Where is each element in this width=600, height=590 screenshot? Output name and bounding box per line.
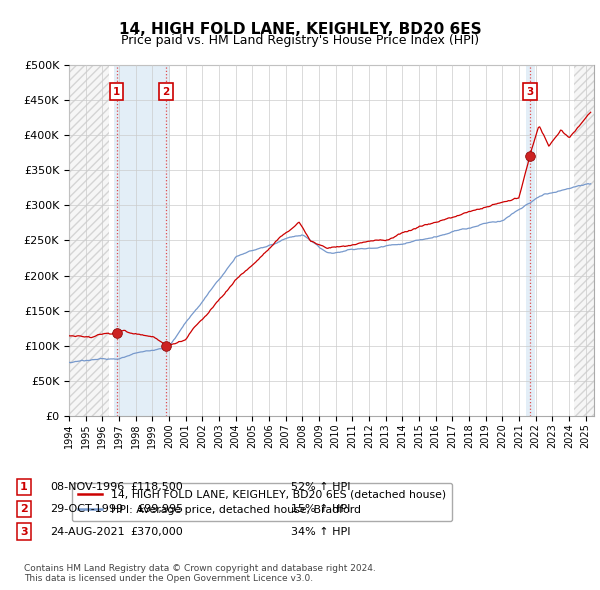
Text: 15% ↑ HPI: 15% ↑ HPI — [291, 504, 350, 514]
Text: Price paid vs. HM Land Registry's House Price Index (HPI): Price paid vs. HM Land Registry's House … — [121, 34, 479, 47]
Text: 1: 1 — [20, 482, 28, 491]
Bar — [114, 65, 170, 416]
Text: 1: 1 — [113, 87, 120, 97]
Text: £99,995: £99,995 — [137, 504, 183, 514]
Text: 3: 3 — [20, 527, 28, 536]
Text: Contains HM Land Registry data © Crown copyright and database right 2024.
This d: Contains HM Land Registry data © Crown c… — [24, 563, 376, 583]
Legend: 14, HIGH FOLD LANE, KEIGHLEY, BD20 6ES (detached house), HPI: Average price, det: 14, HIGH FOLD LANE, KEIGHLEY, BD20 6ES (… — [72, 483, 452, 521]
Text: 52% ↑ HPI: 52% ↑ HPI — [291, 482, 350, 491]
Bar — [574, 65, 594, 416]
Text: 14, HIGH FOLD LANE, KEIGHLEY, BD20 6ES: 14, HIGH FOLD LANE, KEIGHLEY, BD20 6ES — [119, 22, 481, 37]
Text: 2: 2 — [20, 504, 28, 514]
Bar — [574, 65, 594, 416]
Text: 24-AUG-2021: 24-AUG-2021 — [50, 527, 124, 536]
Text: 2: 2 — [163, 87, 170, 97]
Bar — [526, 65, 535, 416]
Text: 34% ↑ HPI: 34% ↑ HPI — [291, 527, 350, 536]
Bar — [69, 65, 109, 416]
Text: 3: 3 — [526, 87, 533, 97]
Text: £370,000: £370,000 — [130, 527, 183, 536]
Text: £118,500: £118,500 — [130, 482, 183, 491]
Text: 29-OCT-1999: 29-OCT-1999 — [50, 504, 123, 514]
Bar — [69, 65, 109, 416]
Text: 08-NOV-1996: 08-NOV-1996 — [50, 482, 124, 491]
